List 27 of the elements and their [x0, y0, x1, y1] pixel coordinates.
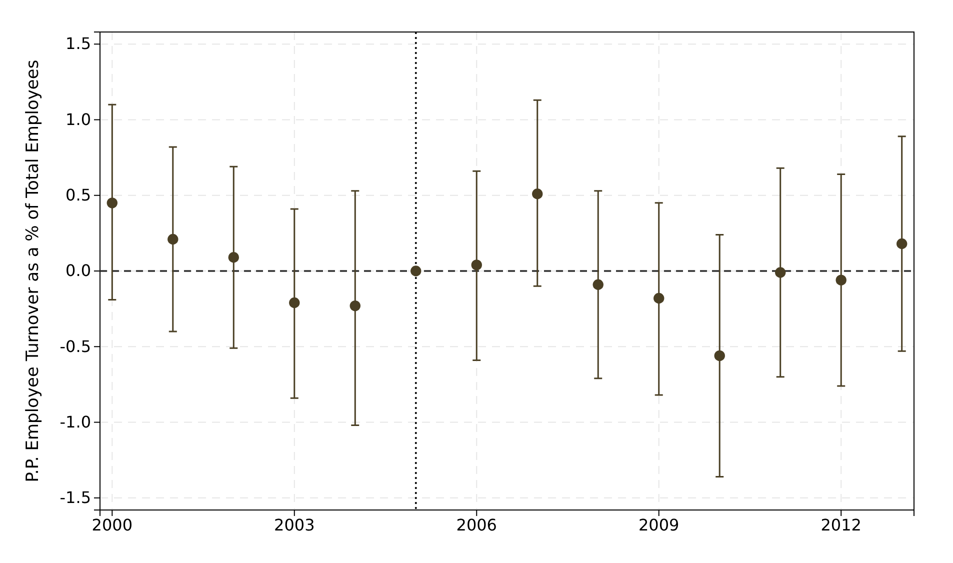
point	[896, 238, 908, 250]
point	[168, 234, 178, 245]
point	[106, 198, 118, 208]
point	[228, 252, 239, 263]
y-axis-title: P.P. Employee Turnover as a % of Total Employees	[23, 60, 43, 482]
y-tick-label: 1.0	[66, 110, 91, 129]
x-tick-label: 2006	[456, 515, 497, 534]
point	[592, 279, 604, 290]
point	[289, 297, 300, 308]
x-tick-label: 2012	[820, 515, 862, 534]
point	[471, 260, 482, 270]
y-tick-label: 1.5	[66, 34, 91, 54]
point	[714, 350, 725, 362]
point	[836, 274, 846, 286]
point	[775, 267, 786, 278]
point	[410, 266, 422, 276]
x-tick-label: 2009	[638, 515, 680, 534]
y-tick-label: -1.0	[60, 412, 91, 432]
y-tick-label: -1.5	[60, 488, 91, 508]
point	[532, 188, 543, 200]
y-tick-label: 0.0	[66, 261, 91, 280]
y-tick-label: -0.5	[60, 336, 91, 356]
point	[350, 300, 360, 312]
x-tick-label: 2003	[274, 515, 315, 534]
point	[654, 292, 664, 304]
x-tick-label: 2000	[92, 515, 133, 534]
y-tick-label: 0.5	[66, 185, 91, 204]
